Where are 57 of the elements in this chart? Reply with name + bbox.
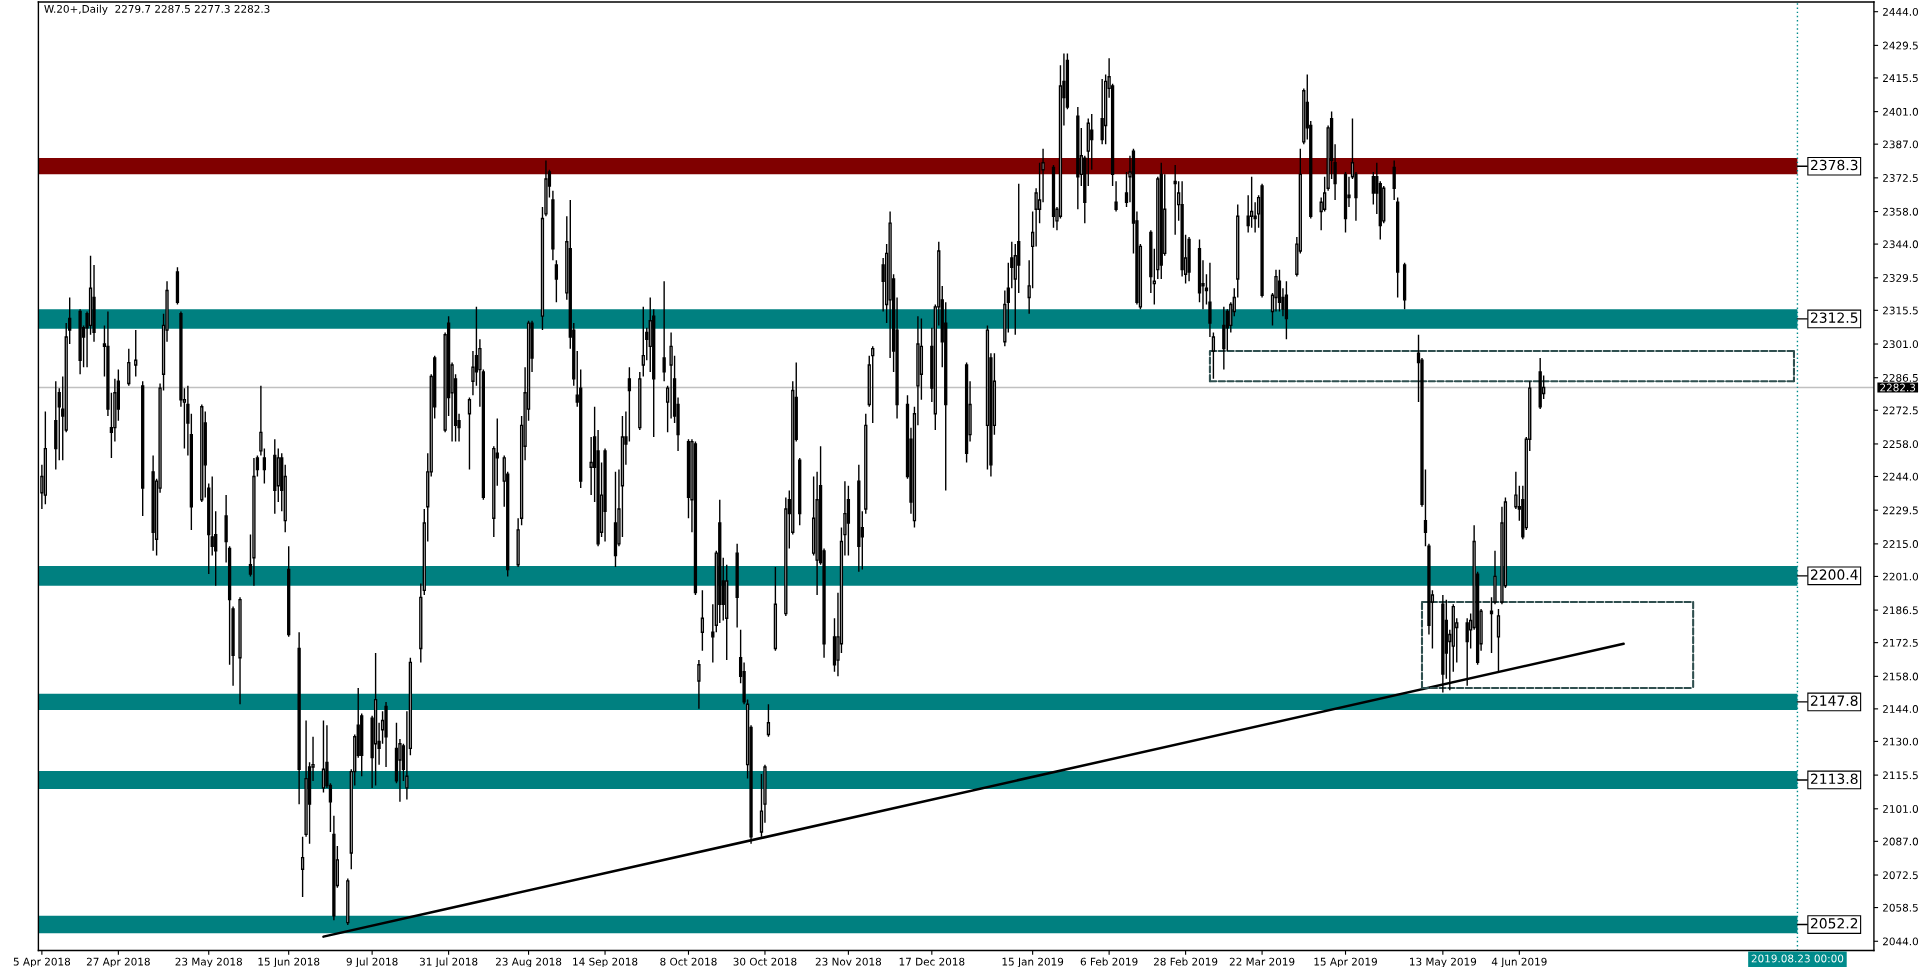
- y-tick-label: 2358.0: [1883, 207, 1919, 216]
- x-tick-label: 14 Sep 2018: [573, 957, 638, 967]
- y-tick-label: 2372.5: [1883, 174, 1918, 182]
- x-tick-label: 5 Apr 2018: [13, 957, 71, 967]
- y-tick-label: 2415.5: [1883, 74, 1918, 83]
- band-label: 2312.5: [1810, 312, 1858, 323]
- y-tick-label: 2144.0: [1883, 705, 1919, 713]
- band-label: 2378.3: [1810, 159, 1858, 171]
- x-tick-label: 23 Aug 2018: [495, 957, 562, 967]
- band-label: 2200.4: [1810, 569, 1858, 580]
- x-tick-label: 9 Jul 2018: [346, 957, 398, 967]
- ref-line-label: 2282.3: [1880, 383, 1916, 392]
- x-tick-label: 23 May 2018: [175, 957, 242, 967]
- y-tick-label: 2429.5: [1883, 41, 1918, 50]
- x-tick-label: 27 Apr 2018: [86, 957, 150, 967]
- y-tick-label: 2201.0: [1883, 572, 1919, 581]
- x-tick-label: 30 Oct 2018: [733, 957, 797, 966]
- y-tick-label: 2072.5: [1883, 871, 1918, 880]
- band-label: 2113.8: [1810, 773, 1858, 785]
- y-tick-label: 2344.0: [1883, 240, 1919, 249]
- x-tick-label: 15 Jan 2019: [1002, 957, 1064, 967]
- y-tick-label: 2158.0: [1883, 672, 1919, 681]
- band-label: 2147.8: [1810, 695, 1858, 706]
- y-tick-label: 2087.0: [1883, 837, 1919, 846]
- x-tick-label: 13 May 2019: [1410, 957, 1477, 967]
- y-tick-label: 2229.5: [1883, 506, 1918, 515]
- x-tick-label: 23 Nov 2018: [815, 957, 882, 966]
- y-tick-label: 2387.0: [1883, 140, 1919, 149]
- band-label: 2052.2: [1810, 918, 1858, 929]
- y-tick-label: 2130.0: [1883, 737, 1919, 746]
- y-tick-label: 2258.0: [1883, 440, 1919, 449]
- ref-line-label: 2019.08.23 00:00: [1751, 954, 1844, 963]
- x-tick-label: 15 Jun 2018: [258, 957, 320, 967]
- y-tick-label: 2401.0: [1883, 107, 1919, 116]
- x-tick-label: 8 Oct 2018: [660, 957, 717, 966]
- y-tick-label: 2172.5: [1883, 638, 1918, 647]
- x-tick-label: 31 Jul 2018: [419, 957, 478, 967]
- y-tick-label: 2115.5: [1883, 771, 1918, 780]
- y-tick-label: 2315.5: [1883, 306, 1918, 315]
- y-tick-label: 2044.0: [1883, 937, 1919, 946]
- y-tick-label: 2272.5: [1883, 406, 1918, 415]
- x-tick-label: 28 Feb 2019: [1153, 957, 1218, 966]
- x-tick-label: 4 Jun 2019: [1491, 957, 1547, 967]
- y-tick-label: 2215.0: [1883, 540, 1919, 548]
- y-tick-label: 2444.0: [1883, 7, 1919, 16]
- y-tick-label: 2286.5: [1883, 373, 1918, 382]
- x-tick-label: 15 Apr 2019: [1314, 957, 1377, 967]
- x-tick-label: 22 Mar 2019: [1229, 957, 1295, 966]
- y-tick-label: 2244.0: [1883, 472, 1919, 481]
- y-tick-label: 2301.0: [1883, 340, 1919, 349]
- y-tick-label: 2329.5: [1883, 274, 1918, 282]
- x-tick-label: 17 Dec 2018: [899, 957, 965, 966]
- y-tick-label: 2101.0: [1883, 805, 1919, 813]
- y-tick-label: 2186.5: [1883, 606, 1918, 615]
- y-tick-label: 2058.5: [1883, 903, 1918, 912]
- chart-title: W.20+,Daily 2279.7 2287.5 2277.3 2282.3: [44, 4, 270, 15]
- x-tick-label: 6 Feb 2019: [1080, 957, 1138, 966]
